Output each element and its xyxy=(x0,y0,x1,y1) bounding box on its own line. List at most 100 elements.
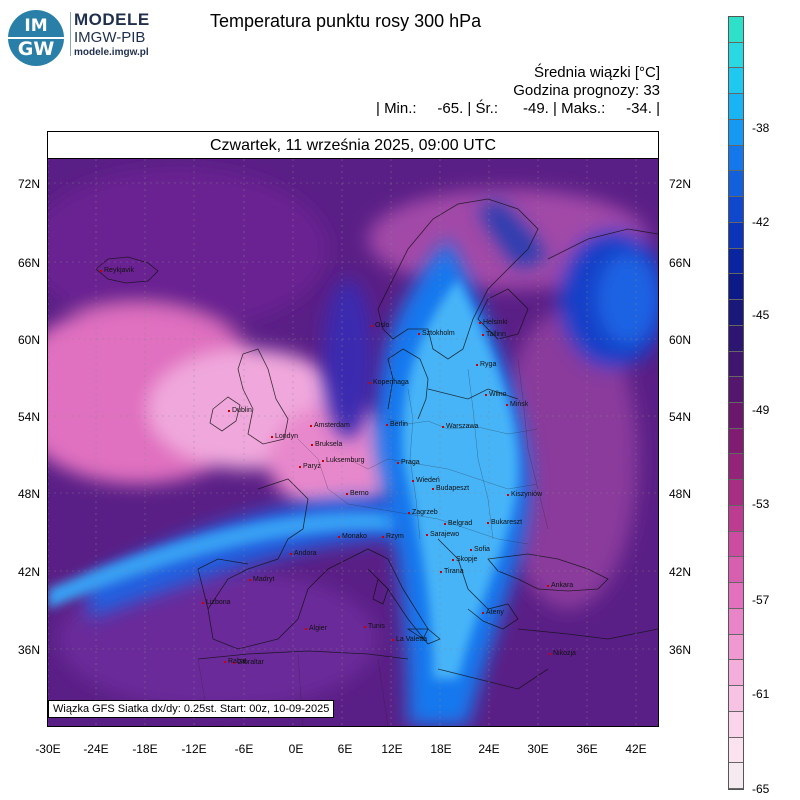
lon-tick: 18E xyxy=(430,742,452,756)
borders xyxy=(197,358,549,726)
lon-tick: -18E xyxy=(132,742,158,756)
colorbar-label: -65 xyxy=(752,782,770,796)
city-label: Reykjavik xyxy=(100,267,134,274)
colorbar-label: -42 xyxy=(752,215,770,229)
city-label: Zagrzeb xyxy=(408,509,438,516)
lon-tick: 0E xyxy=(288,742,304,756)
colorbar-swatch xyxy=(729,171,743,198)
colorbar-swatch xyxy=(729,711,743,738)
city-label: Berno xyxy=(346,490,369,497)
model-caption: Wiązka GFS Siatka dx/dy: 0.25st. Start: … xyxy=(48,700,335,718)
lon-tick: -30E xyxy=(35,742,61,756)
city-label: Sztokholm xyxy=(418,330,455,337)
lon-tick: 30E xyxy=(527,742,549,756)
city-label: Bukareszt xyxy=(486,519,523,526)
city-label: Rzym xyxy=(382,533,404,540)
colorbar-swatch xyxy=(729,531,743,558)
lat-tick-right: 60N xyxy=(669,333,692,347)
city-label: Oslo xyxy=(370,322,390,329)
city-label: Budapeszt xyxy=(431,485,470,492)
brand-name: MODELE xyxy=(74,10,150,29)
lat-tick-right: 66N xyxy=(669,256,692,270)
colorbar-swatch xyxy=(729,428,743,455)
lat-tick-left: 60N xyxy=(17,333,40,347)
city-label: Kiszyniów xyxy=(506,491,543,498)
lat-tick-right: 48N xyxy=(669,487,692,501)
city-label: Algier xyxy=(305,625,327,632)
city-label: Ankara xyxy=(546,582,574,589)
brand-separator xyxy=(70,12,71,56)
lon-tick: 12E xyxy=(381,742,403,756)
lat-tick-right: 54N xyxy=(669,410,692,424)
city-label: Praga xyxy=(397,459,420,466)
colorbar-swatch xyxy=(729,248,743,275)
city-label: Wiedeń xyxy=(412,477,440,484)
colorbar-swatch xyxy=(729,222,743,249)
colorbar-swatch xyxy=(729,42,743,69)
lat-tick-right: 42N xyxy=(669,565,692,579)
colorbar-swatch xyxy=(729,403,743,429)
page-title: Temperatura punktu rosy 300 hPa xyxy=(210,11,482,31)
lat-tick-right: 72N xyxy=(669,177,692,191)
colorbar-swatch xyxy=(729,583,743,609)
colorbar-label: -38 xyxy=(752,121,770,135)
city-label: Rabat xyxy=(224,658,247,665)
city-label: Tallinn xyxy=(482,331,506,338)
city-label: Lizbona xyxy=(202,599,231,606)
colorbar-label: -53 xyxy=(752,497,770,511)
colorbar-swatch xyxy=(729,686,743,712)
colorbar-label: -49 xyxy=(752,403,770,417)
city-label: Bruksela xyxy=(310,441,343,448)
city-label: Luksemburg xyxy=(322,457,365,464)
colorbar-swatch xyxy=(729,454,743,481)
lat-tick-left: 72N xyxy=(17,177,40,191)
logo-text-bottom: GW xyxy=(17,38,55,60)
city-label: Skopje xyxy=(451,556,478,563)
colorbar-label: -57 xyxy=(752,593,770,607)
colorbar-swatch xyxy=(729,197,743,223)
map-frame xyxy=(47,131,659,727)
brand-org: IMGW-PIB xyxy=(74,29,146,46)
brand-block: MODELE IMGW-PIB modele.imgw.pl xyxy=(74,10,150,58)
colorbar-swatch xyxy=(729,763,743,789)
city-label: Andora xyxy=(290,550,317,557)
forecast-hour: Godzina prognozy: 33 xyxy=(513,82,660,99)
lon-tick: -6E xyxy=(234,742,254,756)
colorbar-swatch xyxy=(729,94,743,120)
colorbar-swatch xyxy=(729,300,743,326)
lon-tick: 6E xyxy=(337,742,353,756)
imgw-logo: IM GW xyxy=(8,10,64,66)
city-label: La Valetta xyxy=(391,636,428,643)
city-label: Ryga xyxy=(475,361,497,368)
city-label: Tunis xyxy=(364,623,385,630)
colorbar-swatch xyxy=(729,608,743,635)
colorbar-swatch xyxy=(729,145,743,172)
colorbar-swatch xyxy=(729,325,743,352)
lon-tick: 36E xyxy=(576,742,598,756)
colorbar-swatch xyxy=(729,377,743,403)
city-label: Belgrad xyxy=(443,520,473,527)
lon-tick: -24E xyxy=(83,742,109,756)
min-mean-max: | Min.: -65. | Śr.: -49. | Maks.: -34. | xyxy=(376,100,660,117)
lon-tick: 42E xyxy=(625,742,647,756)
colorbar xyxy=(728,16,744,790)
city-label: Madryt xyxy=(248,576,275,583)
unit-line: Średnia wiązki [°C] xyxy=(533,64,660,81)
lat-tick-left: 36N xyxy=(17,643,40,657)
colorbar-swatch xyxy=(729,660,743,687)
stats-block: Średnia wiązki [°C] Godzina prognozy: 33… xyxy=(376,64,660,118)
lat-tick-right: 36N xyxy=(669,643,692,657)
city-label: Mińsk xyxy=(505,401,529,408)
lat-tick-left: 66N xyxy=(17,256,40,270)
city-label: Sofia xyxy=(470,546,490,553)
colorbar-swatch xyxy=(729,737,743,764)
city-label: Gibraltar xyxy=(233,659,264,666)
colorbar-swatch xyxy=(729,351,743,378)
colorbar-swatch xyxy=(729,634,743,661)
city-label: Wilno xyxy=(485,391,507,398)
city-label: Berlin xyxy=(386,421,408,428)
graticule xyxy=(48,159,658,726)
lat-tick-left: 42N xyxy=(17,565,40,579)
colorbar-swatch xyxy=(729,119,743,146)
city-label: Amsterdam xyxy=(310,422,350,429)
